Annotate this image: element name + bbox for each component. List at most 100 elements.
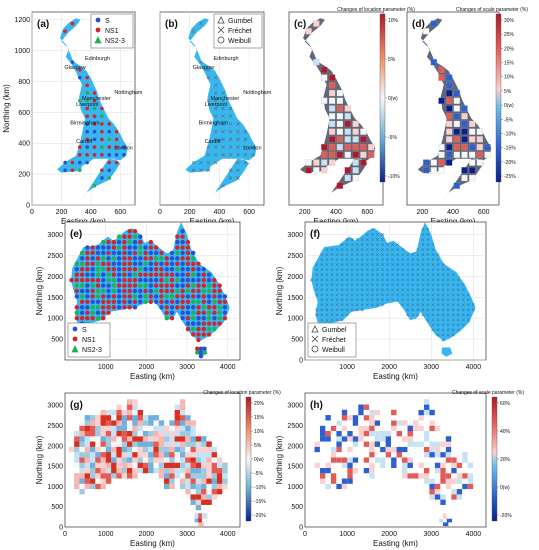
distribution-marker bbox=[199, 60, 203, 64]
grid-cell bbox=[314, 446, 320, 453]
distribution-marker bbox=[411, 298, 415, 302]
distribution-marker bbox=[345, 248, 349, 252]
grid-cell bbox=[105, 478, 112, 484]
station-marker bbox=[169, 267, 175, 272]
y-axis-label: Northing (km) bbox=[35, 266, 44, 315]
legend-marker bbox=[311, 345, 319, 353]
grid-cell bbox=[341, 441, 348, 447]
distribution-marker bbox=[236, 153, 240, 157]
grid-cell bbox=[358, 430, 364, 437]
grid-cell bbox=[190, 494, 196, 500]
station-marker bbox=[196, 332, 201, 337]
station-marker bbox=[122, 272, 127, 277]
grid-cell bbox=[413, 452, 419, 458]
distribution-marker bbox=[243, 145, 248, 149]
distribution-marker bbox=[431, 273, 435, 277]
distribution-marker bbox=[355, 308, 359, 312]
grid-cell bbox=[89, 473, 96, 479]
distribution-marker bbox=[401, 268, 405, 272]
station-marker bbox=[122, 267, 127, 272]
colorbar-tick-label: -15% bbox=[504, 146, 516, 152]
distribution-marker bbox=[441, 318, 445, 322]
grid-cell bbox=[89, 430, 96, 437]
distribution-marker bbox=[456, 288, 460, 292]
grid-cell bbox=[222, 483, 228, 490]
grid-cell bbox=[169, 473, 175, 479]
station-marker bbox=[159, 267, 164, 272]
distribution-marker bbox=[396, 293, 400, 297]
station-marker bbox=[101, 315, 106, 321]
grid-cell bbox=[137, 467, 143, 474]
station-marker bbox=[190, 261, 196, 267]
city-label: Manchester bbox=[82, 96, 111, 102]
grid-cell bbox=[369, 415, 375, 421]
distribution-marker bbox=[461, 323, 465, 327]
grid-cell bbox=[440, 499, 446, 505]
grid-cell bbox=[429, 425, 435, 432]
grid-cell bbox=[380, 467, 386, 474]
x-tick-label: 1000 bbox=[339, 364, 355, 371]
station-marker bbox=[127, 272, 132, 277]
legend-label: Weibull bbox=[228, 38, 251, 45]
grid-cell bbox=[201, 488, 207, 495]
grid-cell bbox=[341, 473, 348, 479]
station-marker bbox=[206, 310, 212, 315]
grid-cell bbox=[374, 462, 381, 468]
grid-cell bbox=[467, 483, 474, 490]
grid-cell bbox=[369, 430, 375, 437]
station-marker bbox=[90, 310, 95, 315]
station-marker bbox=[185, 245, 191, 250]
grid-cell bbox=[476, 128, 483, 135]
grid-cell bbox=[190, 430, 196, 437]
distribution-marker bbox=[320, 273, 324, 277]
distribution-marker bbox=[391, 278, 395, 282]
colorbar-tick-label: 10% bbox=[254, 429, 265, 435]
grid-cell bbox=[116, 462, 122, 468]
grid-cell bbox=[216, 452, 223, 458]
station-marker bbox=[74, 315, 80, 321]
distribution-marker bbox=[446, 298, 450, 302]
distribution-marker bbox=[325, 253, 329, 257]
station-marker bbox=[79, 272, 85, 277]
grid-cell bbox=[195, 504, 202, 511]
distribution-marker bbox=[380, 293, 384, 297]
grid-cell bbox=[446, 516, 453, 523]
station-marker bbox=[159, 277, 164, 283]
grid-cell bbox=[148, 409, 154, 416]
grid-cell bbox=[216, 478, 223, 484]
grid-cell bbox=[169, 478, 175, 484]
station-marker bbox=[143, 277, 148, 283]
distribution-marker bbox=[340, 253, 344, 257]
distribution-marker bbox=[325, 313, 329, 317]
grid-cell bbox=[190, 441, 196, 447]
station-marker bbox=[222, 299, 228, 305]
grid-cell bbox=[391, 457, 397, 463]
city-label: Nottingham bbox=[114, 90, 143, 96]
grid-cell bbox=[153, 436, 159, 442]
grid-cell bbox=[462, 462, 468, 468]
grid-cell bbox=[206, 478, 212, 484]
station-marker bbox=[143, 245, 148, 250]
grid-cell bbox=[445, 499, 452, 505]
station-marker bbox=[74, 277, 80, 283]
grid-cell bbox=[347, 409, 353, 416]
grid-cell bbox=[440, 436, 446, 442]
grid-cell bbox=[341, 415, 348, 421]
distribution-marker bbox=[335, 303, 339, 307]
distribution-marker bbox=[325, 278, 329, 282]
grid-cell bbox=[325, 436, 331, 442]
distribution-marker bbox=[365, 293, 369, 297]
x-tick-label: 2000 bbox=[381, 531, 397, 538]
distribution-marker bbox=[360, 263, 364, 267]
station-marker bbox=[101, 272, 106, 277]
distribution-marker bbox=[385, 253, 390, 257]
grid-cell bbox=[440, 504, 446, 511]
station-marker bbox=[85, 299, 90, 305]
y-tick-label: 1500 bbox=[287, 295, 303, 302]
colorbar-tick-label: -5% bbox=[504, 117, 513, 123]
distribution-marker bbox=[325, 303, 329, 307]
grid-cell bbox=[363, 446, 370, 453]
y-tick-label: 1200 bbox=[14, 17, 30, 24]
grid-cell bbox=[325, 425, 331, 432]
grid-cell bbox=[434, 499, 441, 505]
